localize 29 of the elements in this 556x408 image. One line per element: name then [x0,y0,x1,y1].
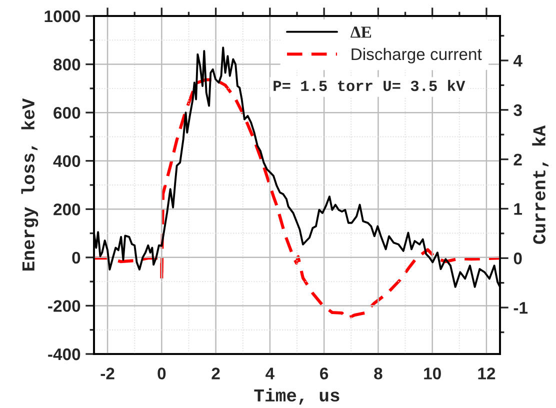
y-tick-label: 200 [54,204,80,216]
x-tick-label: 4 [266,368,274,380]
y2-axis-title: Current, kA [532,125,548,244]
y-tick-label: 400 [53,155,80,168]
y2-tick-label: 3 [514,104,522,116]
y-axis-title: Energy loss, keV [21,98,38,270]
y-tick-label: 1000 [44,10,80,22]
y2-tick-label: -1 [514,302,528,314]
x-axis-title: Time, us [254,388,340,405]
y2-tick-label: 1 [514,203,522,215]
x-tick-label: -2 [100,368,114,380]
x-tick-label: 8 [374,368,382,380]
y-tick-label: -400 [48,348,80,360]
y-tick-label: 0 [72,252,80,264]
y-tick-label: -200 [48,300,80,312]
y2-tick-label: 4 [513,55,522,67]
x-tick-label: 10 [424,368,441,380]
line-series [94,78,500,320]
x-tick-label: 6 [320,368,328,380]
legend-label: ΔE [350,26,372,38]
y-tick-label: 800 [54,58,80,70]
x-tick-label: 12 [478,368,496,380]
x-tick-label: 0 [158,368,166,380]
legend-label: Discharge current [352,48,482,64]
y2-tick-label: 0 [514,252,522,264]
y-tick-label: 600 [54,106,80,119]
x-tick-label: 2 [212,368,220,380]
y2-tick-label: 2 [514,154,522,166]
annotation: P= 1.5 torr U= 3.5 kV [274,80,466,92]
